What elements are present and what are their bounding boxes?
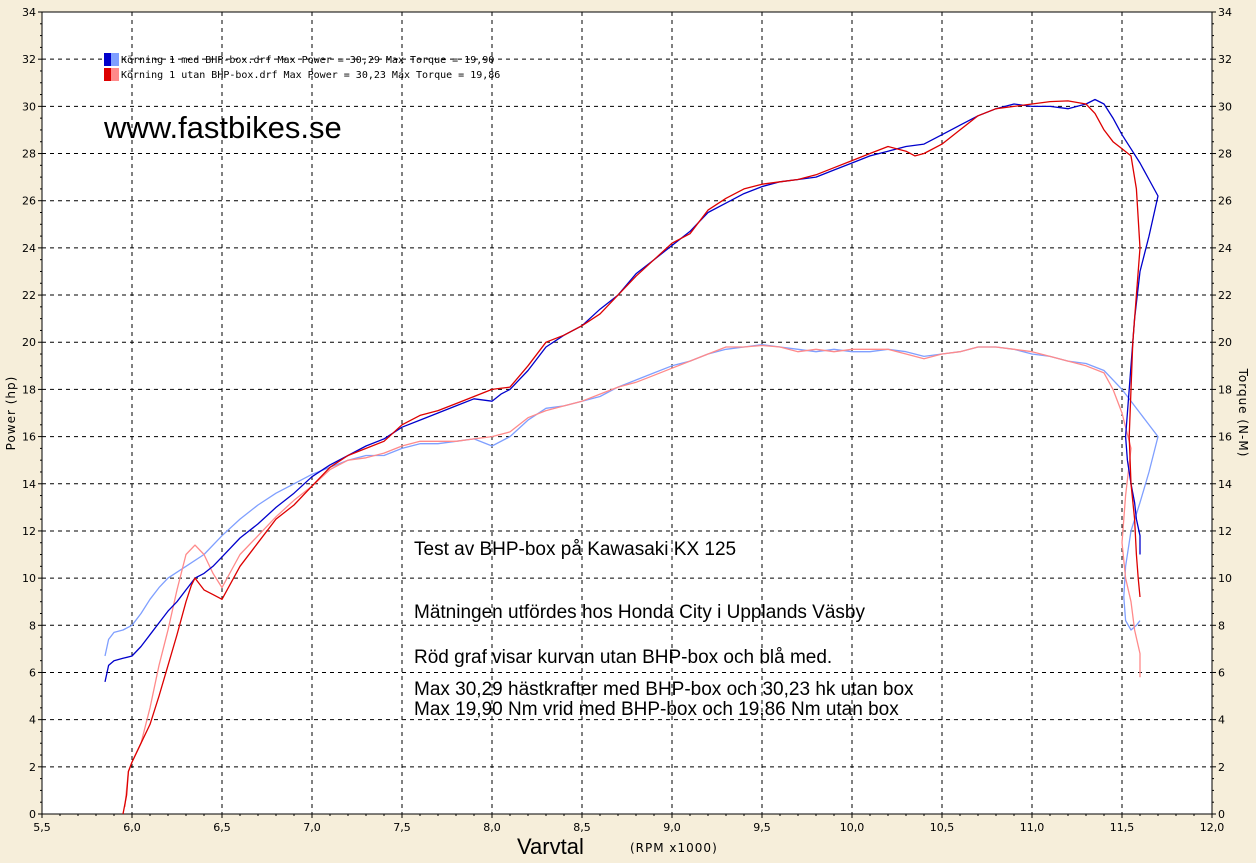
y-tick-label-left: 24 — [22, 242, 36, 255]
legend: Körning 1 med BHP-box.drf Max Power = 30… — [104, 53, 500, 81]
y-tick-label-right: 14 — [1218, 478, 1232, 491]
y-tick-label-left: 22 — [22, 289, 36, 302]
y-tick-label-left: 12 — [22, 525, 36, 538]
data-series — [104, 98, 1159, 815]
y-tick-label-right: 26 — [1218, 195, 1232, 208]
y-tick-label-left: 34 — [22, 6, 36, 19]
y-tick-label-left: 2 — [29, 761, 36, 774]
series-line-power-utan-bhp-box — [122, 100, 1141, 815]
y-tick-label-left: 26 — [22, 195, 36, 208]
plot-area — [41, 11, 1213, 815]
axis-ticks: 5,5 6,0 6,5 7,0 7,5 8,0 8,5 9,0 9,5 10,0 10,5 11,0 1… — [22, 6, 1232, 834]
note-legend-explanation: Röd graf visar kurvan utan BHP-box och b… — [414, 647, 832, 668]
x-tick-label: 9,0 — [663, 821, 681, 834]
x-tick-label: 5,5 — [33, 821, 51, 834]
y-tick-label-right: 20 — [1218, 336, 1232, 349]
series-line-torque-utan-bhp-box — [124, 344, 1141, 807]
site-watermark: www.fastbikes.se — [103, 110, 342, 145]
x-tick-label: 9,5 — [753, 821, 771, 834]
x-tick-label: 6,5 — [213, 821, 231, 834]
y-tick-label-right: 4 — [1218, 714, 1225, 727]
legend-swatch-red-dark — [104, 68, 111, 81]
legend-entry-2: Körning 1 utan BHP-box.drf Max Power = 3… — [121, 70, 500, 81]
legend-swatch-blue-dark — [104, 53, 111, 66]
x-tick-label: 11,0 — [1020, 821, 1045, 834]
x-tick-label: 10,5 — [930, 821, 955, 834]
y-tick-label-right: 32 — [1218, 53, 1232, 66]
y-tick-label-left: 28 — [22, 148, 36, 161]
note-max-power: Max 30,29 hästkrafter med BHP-box och 30… — [414, 679, 914, 700]
y-tick-label-right: 8 — [1218, 619, 1225, 632]
legend-swatch-blue-light — [111, 53, 119, 66]
y-tick-label-right: 10 — [1218, 572, 1232, 585]
x-axis-unit: (RPM x1000) — [630, 841, 718, 855]
legend-entry-1: Körning 1 med BHP-box.drf Max Power = 30… — [121, 55, 494, 66]
series-line-torque-med-bhp-box — [104, 343, 1159, 657]
x-tick-label: 11,5 — [1110, 821, 1135, 834]
y-tick-label-left: 32 — [22, 53, 36, 66]
y-tick-label-left: 10 — [22, 572, 36, 585]
grid-lines — [42, 12, 1212, 814]
y-tick-label-right: 34 — [1218, 6, 1232, 19]
y-axis-label-right: Torque (N-M) — [1236, 368, 1250, 458]
x-tick-label: 8,0 — [483, 821, 501, 834]
y-tick-label-right: 22 — [1218, 289, 1232, 302]
x-tick-label: 10,0 — [840, 821, 865, 834]
y-tick-label-right: 6 — [1218, 666, 1225, 679]
y-tick-label-right: 30 — [1218, 100, 1232, 113]
y-tick-label-right: 12 — [1218, 525, 1232, 538]
x-tick-label: 8,5 — [573, 821, 591, 834]
x-tick-label: 7,5 — [393, 821, 411, 834]
y-tick-label-left: 18 — [22, 383, 36, 396]
y-tick-label-right: 0 — [1218, 808, 1225, 821]
y-axis-label-left: Power (hp) — [4, 376, 18, 451]
x-tick-label: 6,0 — [123, 821, 141, 834]
y-tick-label-right: 24 — [1218, 242, 1232, 255]
note-title: Test av BHP-box på Kawasaki KX 125 — [414, 539, 736, 560]
x-tick-label: 12,0 — [1200, 821, 1225, 834]
x-tick-label: 7,0 — [303, 821, 321, 834]
y-tick-label-right: 2 — [1218, 761, 1225, 774]
y-tick-label-right: 28 — [1218, 148, 1232, 161]
y-tick-label-left: 4 — [29, 714, 36, 727]
y-tick-label-left: 6 — [29, 666, 36, 679]
legend-swatch-red-light — [111, 68, 119, 81]
y-tick-label-left: 30 — [22, 100, 36, 113]
y-tick-label-left: 14 — [22, 478, 36, 491]
y-tick-label-right: 18 — [1218, 383, 1232, 396]
y-tick-label-left: 0 — [29, 808, 36, 821]
note-location: Mätningen utfördes hos Honda City i Uppl… — [414, 602, 865, 623]
y-tick-label-right: 16 — [1218, 431, 1232, 444]
note-max-torque: Max 19,90 Nm vrid med BHP-box och 19,86 … — [414, 699, 899, 720]
y-tick-label-left: 20 — [22, 336, 36, 349]
y-tick-label-left: 8 — [29, 619, 36, 632]
x-axis-label: Varvtal — [517, 834, 584, 859]
y-tick-label-left: 16 — [22, 431, 36, 444]
